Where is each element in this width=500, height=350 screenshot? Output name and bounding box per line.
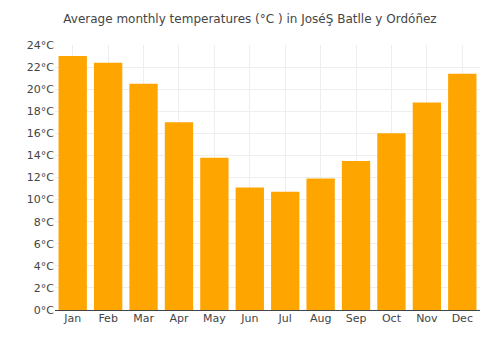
svg-text:Jun: Jun	[240, 312, 258, 325]
svg-text:0°C: 0°C	[34, 304, 54, 317]
svg-text:4°C: 4°C	[34, 260, 54, 273]
svg-text:Jul: Jul	[278, 312, 292, 325]
svg-text:6°C: 6°C	[34, 238, 54, 251]
svg-text:Feb: Feb	[98, 312, 117, 325]
svg-text:2°C: 2°C	[34, 282, 54, 295]
svg-text:Oct: Oct	[382, 312, 402, 325]
svg-text:Sep: Sep	[346, 312, 367, 325]
svg-text:Mar: Mar	[133, 312, 154, 325]
svg-text:Apr: Apr	[169, 312, 189, 325]
svg-text:Aug: Aug	[310, 312, 331, 325]
svg-text:Nov: Nov	[416, 312, 438, 325]
svg-text:Average monthly temperatures (: Average monthly temperatures (°C ) in Jo…	[63, 12, 436, 26]
svg-text:16°C: 16°C	[27, 127, 54, 140]
svg-text:22°C: 22°C	[27, 61, 54, 74]
svg-text:8°C: 8°C	[34, 216, 54, 229]
svg-text:Dec: Dec	[452, 312, 473, 325]
svg-text:12°C: 12°C	[27, 171, 54, 184]
svg-text:Jan: Jan	[63, 312, 81, 325]
svg-text:10°C: 10°C	[27, 193, 54, 206]
svg-text:18°C: 18°C	[27, 105, 54, 118]
svg-text:24°C: 24°C	[27, 39, 54, 52]
svg-text:May: May	[203, 312, 226, 325]
svg-text:14°C: 14°C	[27, 149, 54, 162]
svg-text:20°C: 20°C	[27, 83, 54, 96]
